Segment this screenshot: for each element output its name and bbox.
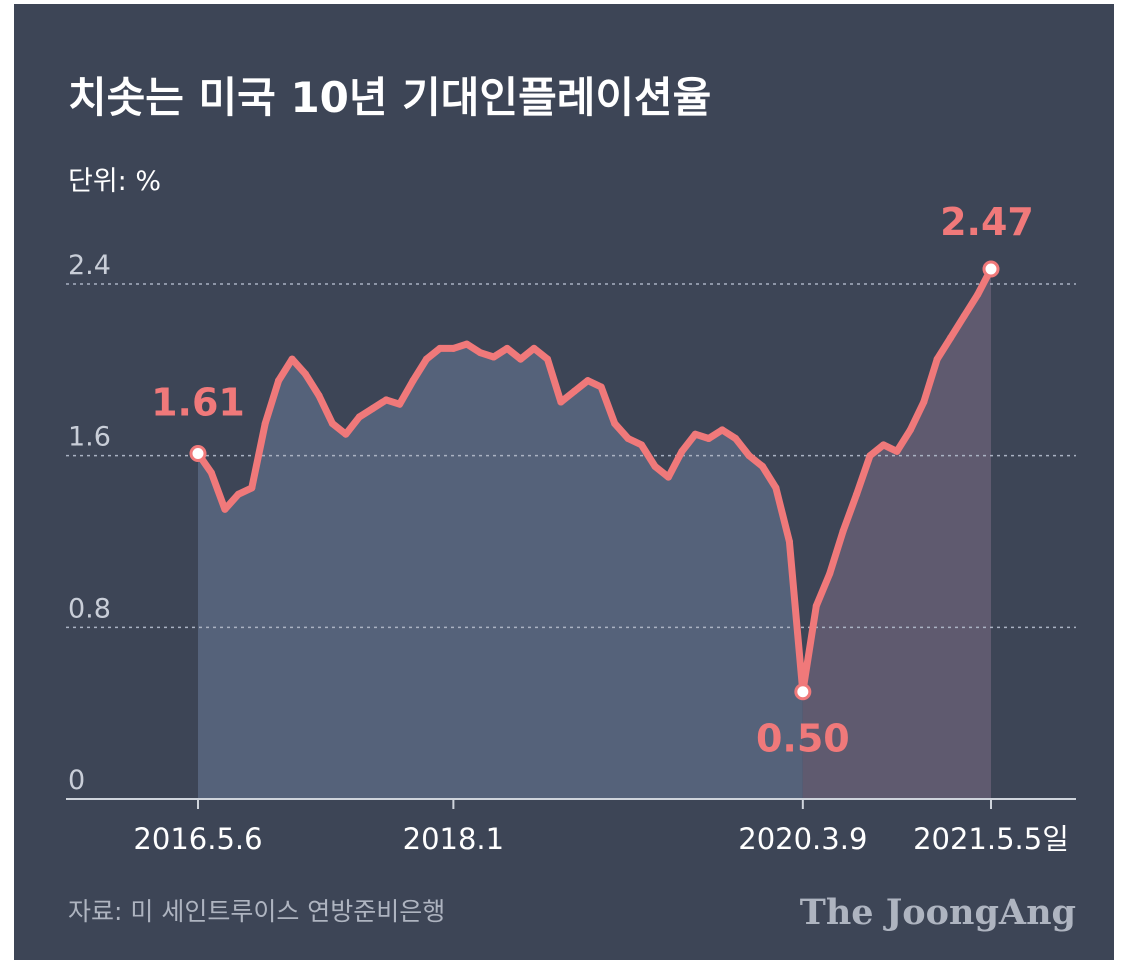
data-point	[382, 396, 390, 404]
x-tick-label: 2016.5.6	[133, 822, 262, 856]
data-point	[396, 400, 404, 408]
data-point	[638, 441, 645, 449]
data-point	[369, 405, 377, 412]
data-point	[960, 312, 968, 320]
x-tick-label: 2018.1	[403, 822, 504, 856]
data-point	[920, 398, 928, 406]
data-point	[772, 484, 780, 492]
data-point	[207, 469, 215, 477]
data-point	[544, 355, 551, 363]
data-point	[651, 462, 659, 470]
data-point	[423, 355, 430, 363]
data-point	[611, 420, 619, 427]
data-point	[355, 413, 363, 421]
x-tick-label: 2021.5.5일	[913, 822, 1069, 856]
data-point	[530, 344, 538, 352]
data-point	[785, 538, 793, 545]
data-point	[449, 344, 457, 352]
area-fill-main	[198, 344, 803, 799]
data-point	[664, 473, 672, 481]
chart-frame: 치솟는 미국 10년 기대인플레이션율 단위: % 0 0.8 1.6 2.4 201…	[14, 4, 1114, 960]
chart-title: 치솟는 미국 10년 기대인플레이션율	[68, 73, 711, 122]
grid-layer: 0 0.8 1.6 2.4	[66, 250, 1076, 796]
data-point	[745, 452, 753, 460]
data-point	[597, 383, 605, 391]
data-point	[866, 452, 874, 460]
data-point	[718, 426, 726, 434]
highlight-marker	[794, 683, 812, 701]
data-point	[557, 398, 565, 406]
data-point	[732, 435, 740, 442]
data-point	[853, 490, 861, 498]
y-tick-label: 0	[68, 765, 85, 796]
data-point	[275, 377, 283, 385]
data-point	[463, 340, 471, 348]
unit-label: 단위: %	[68, 166, 161, 197]
data-point	[248, 484, 256, 492]
data-point	[302, 370, 309, 378]
source-note: 자료: 미 세인트루이스 연방준비은행	[68, 897, 445, 926]
y-tick-label: 1.6	[68, 422, 111, 453]
data-point	[705, 435, 713, 442]
data-point	[584, 377, 592, 385]
data-point	[839, 527, 847, 535]
x-axis: 2016.5.6 2018.1 2020.3.9 2021.5.5일	[66, 798, 1076, 856]
data-point	[517, 355, 525, 363]
y-tick-label: 0.8	[68, 593, 111, 624]
callout-label: 1.61	[151, 381, 245, 425]
data-point	[221, 505, 229, 513]
chart-svg: 치솟는 미국 10년 기대인플레이션율 단위: % 0 0.8 1.6 2.4 201…	[66, 73, 1076, 933]
data-point	[436, 344, 444, 352]
highlight-marker	[189, 445, 207, 463]
data-point	[759, 462, 766, 470]
data-point	[880, 441, 887, 449]
data-point	[826, 570, 834, 578]
data-point	[570, 387, 578, 395]
data-point	[409, 377, 417, 385]
data-point	[893, 447, 901, 455]
data-point	[624, 435, 632, 442]
data-point	[261, 420, 269, 427]
label-layer: 1.61 0.50 2.47	[151, 200, 1034, 761]
data-point	[906, 426, 914, 434]
data-point	[315, 392, 323, 400]
y-tick-label: 2.4	[68, 250, 111, 281]
callout-label: 2.47	[940, 200, 1034, 244]
data-point	[476, 349, 484, 357]
data-point	[503, 344, 511, 352]
data-point	[947, 334, 955, 342]
data-point	[933, 355, 941, 363]
data-point	[342, 430, 350, 438]
series-line	[194, 265, 995, 696]
data-point	[678, 447, 686, 455]
data-point	[974, 291, 982, 299]
data-point	[691, 430, 699, 438]
data-point	[490, 353, 498, 361]
data-point	[288, 355, 296, 363]
brand-logo: The JoongAng	[800, 892, 1076, 933]
x-tick-label: 2020.3.9	[738, 822, 867, 856]
area-fill-recent	[802, 269, 991, 799]
data-point	[812, 602, 820, 610]
callout-label: 0.50	[756, 717, 850, 761]
data-point	[234, 490, 242, 498]
highlight-marker	[982, 260, 1000, 278]
data-point	[328, 420, 336, 427]
area-layer	[198, 269, 991, 799]
